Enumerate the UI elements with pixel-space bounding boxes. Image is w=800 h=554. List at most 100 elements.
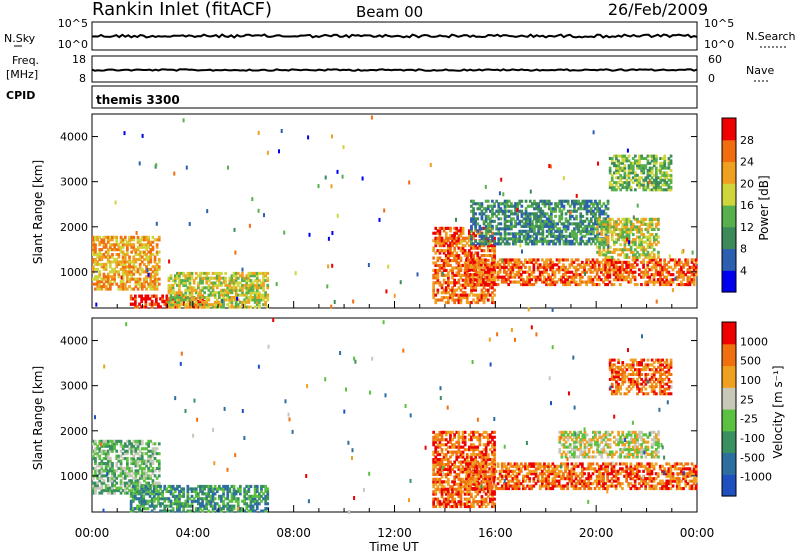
power-cell [136,305,139,309]
power-cell [650,176,654,180]
power-cell [455,254,459,258]
velocity-cell [213,504,217,508]
velocity-cell [147,469,150,473]
velocity-cell [157,459,161,463]
power-cell [579,224,583,228]
power-echo [393,293,396,298]
power-cell [121,275,125,279]
velocity-cell [451,500,454,504]
power-cell [640,238,643,242]
power-cell [149,253,153,257]
power-cell [621,275,624,279]
power-cell [646,245,650,249]
power-cell [591,280,595,284]
power-cell [121,255,125,259]
power-cell [134,258,138,262]
power-cell [587,219,591,223]
velocity-cell [146,492,150,496]
power-cell [589,260,593,264]
power-cell [465,278,468,282]
power-cell [218,291,221,295]
power-cell [583,263,586,267]
power-cell [188,298,192,302]
power-cell [678,258,681,262]
power-cell [126,275,129,279]
power-cell [486,249,490,253]
velocity-cell [444,475,448,479]
power-cell [675,275,679,279]
power-cell [623,222,627,226]
power-cell [111,248,114,252]
power-cell [188,293,192,297]
power-cell [648,169,652,172]
power-cell [434,241,438,245]
power-cell [176,300,179,304]
power-cell [444,273,448,277]
power-cell [447,263,450,267]
power-cell [484,260,487,264]
power-cell [436,259,440,263]
velocity-cell [197,507,200,511]
power-cell [442,281,446,285]
power-cell [629,188,633,192]
power-cell [613,248,616,252]
power-cell [479,270,483,274]
velocity-cell [111,444,114,448]
power-cell [507,209,511,213]
power-cell [608,171,612,175]
power-cell [476,231,480,235]
power-cell [465,293,469,297]
power-cell [535,237,538,241]
power-cell [132,235,136,239]
power-cell [539,239,543,243]
power-cell [486,254,490,258]
power-cell [621,169,625,172]
velocity-cell [132,449,136,453]
power-cell [467,278,470,282]
power-cell [147,258,150,262]
power-cell [201,276,204,280]
power-cell [524,270,527,274]
power-cell [145,248,148,252]
power-cell [646,169,650,172]
velocity-cell [438,465,442,469]
power-cell [608,183,612,187]
velocity-cell [209,497,213,501]
power-cell [577,199,580,203]
velocity-cell [132,444,136,448]
power-cell [623,181,627,185]
power-cell [226,296,230,299]
power-cell [106,250,110,254]
power-cell [488,278,491,282]
velocity-cell [432,440,435,444]
power-cell [201,286,204,290]
power-cell [541,229,545,233]
power-cell [547,202,551,206]
velocity-cell [453,475,456,479]
velocity-cell [180,487,183,491]
velocity-cell [449,440,452,444]
power-cell [451,244,454,248]
velocity-cell [94,462,97,466]
velocity-cell [92,486,95,490]
power-cell [186,300,190,304]
velocity-cell [432,500,435,504]
power-cell [606,217,610,221]
power-cell [226,286,230,290]
power-cell [627,238,631,242]
power-cell [228,300,232,304]
power-cell [627,280,631,284]
power-cell [98,240,102,244]
power-cell [661,166,664,170]
velocity-cell [228,487,232,491]
velocity-cell [136,487,139,491]
velocity-cell [134,447,138,451]
power-cell [634,243,637,247]
power-cell [615,157,618,160]
power-cell [608,265,612,269]
velocity-cell [119,486,123,490]
power-cell [560,275,563,279]
power-cell [631,176,635,180]
velocity-cell [131,507,135,511]
power-cell [566,199,570,203]
